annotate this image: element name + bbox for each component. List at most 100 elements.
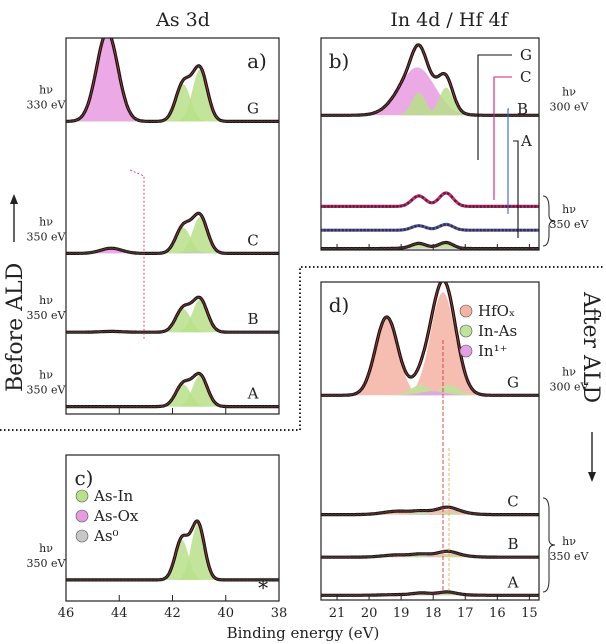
data-point: [125, 330, 128, 334]
data-point: [475, 593, 479, 597]
data-point: [450, 87, 454, 90]
data-point: [472, 389, 475, 392]
data-point: [235, 252, 238, 255]
data-point: [114, 54, 117, 58]
data-point: [454, 244, 457, 248]
data-point: [479, 205, 483, 208]
data-point: [323, 228, 326, 232]
data-point: [171, 106, 174, 110]
data-point: [125, 102, 128, 105]
data-point: [494, 594, 497, 597]
data-point: [157, 330, 160, 334]
data-point: [501, 114, 505, 117]
data-point: [213, 326, 217, 330]
data-point: [494, 513, 497, 516]
data-point: [256, 578, 260, 582]
data-point: [153, 405, 157, 408]
data-point: [370, 361, 374, 365]
data-point: [392, 553, 396, 557]
data-point: [497, 594, 501, 597]
data-point: [238, 330, 242, 334]
data-point: [231, 405, 235, 408]
data-point: [345, 555, 348, 559]
curve-label-B: B: [247, 310, 258, 328]
data-point: [515, 114, 519, 117]
data-point: [160, 251, 164, 255]
data-point: [475, 555, 479, 558]
data-point: [519, 228, 523, 232]
data-point: [330, 247, 334, 250]
data-point: [512, 247, 515, 250]
data-point: [370, 512, 374, 516]
data-point: [414, 195, 417, 199]
spectrum-B-component-1: [66, 308, 279, 333]
data-point: [403, 246, 406, 249]
data-point: [82, 330, 85, 334]
data-point: [526, 205, 530, 208]
data-point: [457, 106, 461, 109]
data-point: [174, 235, 178, 238]
data-point: [388, 553, 392, 557]
data-point: [457, 552, 461, 556]
data-point: [334, 205, 337, 208]
data-point: [388, 510, 392, 513]
data-point: [446, 223, 450, 226]
data-point: [454, 591, 457, 595]
data-point: [75, 578, 78, 582]
data-point: [457, 592, 461, 595]
spectrum-A-component-3: [321, 248, 539, 249]
data-point: [439, 242, 443, 245]
data-point: [475, 205, 479, 208]
data-point: [132, 405, 135, 408]
data-point: [450, 243, 454, 246]
data-point: [118, 248, 121, 251]
data-point: [468, 554, 472, 558]
data-point: [270, 578, 274, 582]
data-point: [406, 227, 410, 230]
data-point: [468, 593, 472, 597]
data-point: [399, 509, 403, 513]
data-point: [330, 205, 334, 208]
data-point: [89, 578, 93, 582]
data-point: [181, 534, 185, 537]
data-point: [410, 592, 414, 595]
data-point: [403, 368, 406, 371]
data-point: [526, 114, 530, 117]
data-point: [93, 578, 96, 582]
data-point: [374, 593, 377, 597]
curve-label-C: C: [247, 231, 258, 249]
data-point: [160, 578, 164, 581]
legend-label-2: As⁰: [93, 527, 119, 545]
panel-d-frame: [320, 281, 540, 601]
legend-swatch-1: [459, 324, 473, 338]
data-point: [356, 513, 359, 516]
data-point: [260, 578, 263, 582]
data-point: [71, 252, 75, 255]
panel-label-a: a): [247, 49, 267, 73]
data-point: [425, 339, 428, 343]
data-point: [512, 394, 515, 397]
data-point: [446, 192, 450, 195]
data-point: [334, 228, 337, 232]
group-hv-label: hν: [562, 203, 576, 216]
data-point: [505, 394, 508, 397]
data-point: [245, 252, 249, 255]
data-point: [188, 377, 192, 381]
data-point: [410, 226, 414, 229]
data-point: [472, 247, 475, 250]
curve-leader-B: [507, 108, 509, 214]
data-point: [345, 114, 348, 117]
legend-label-0: HfOₓ: [478, 302, 515, 320]
data-point: [377, 247, 381, 250]
data-point: [68, 578, 71, 582]
data-point: [160, 404, 164, 408]
data-point: [377, 228, 381, 232]
data-point: [93, 405, 96, 408]
data-point: [396, 509, 399, 513]
data-point: [206, 312, 210, 316]
data-point: [370, 228, 374, 232]
data-point: [142, 578, 146, 582]
legend-label-0: As-In: [93, 487, 134, 505]
data-point: [374, 247, 377, 250]
spectrum-main-component-0: [66, 539, 279, 580]
